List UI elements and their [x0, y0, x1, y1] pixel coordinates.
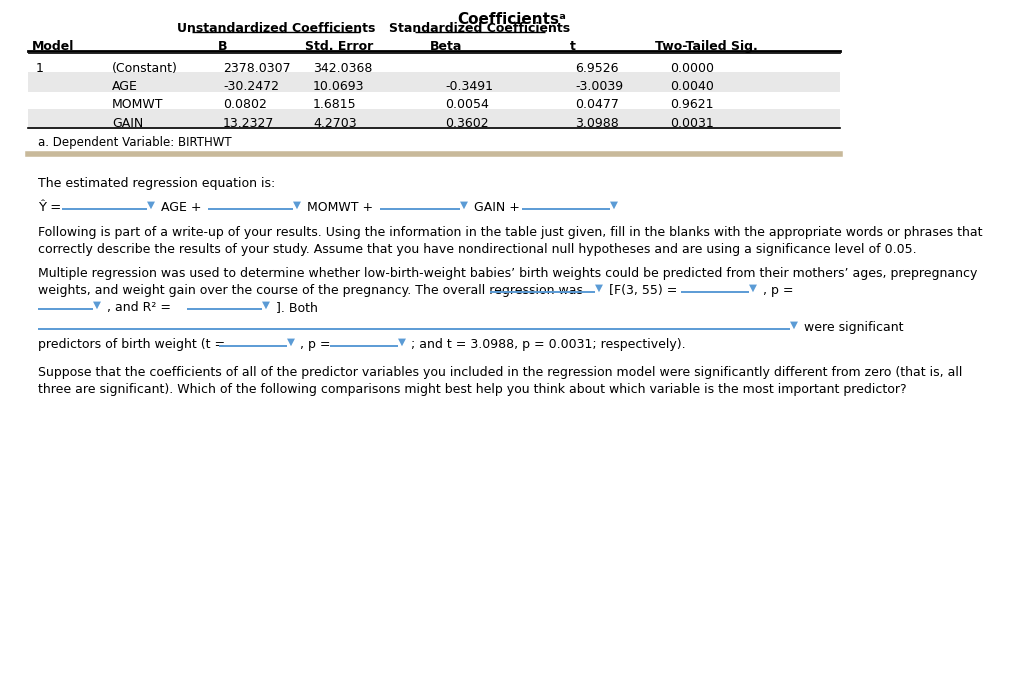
Text: Ŷ =: Ŷ =	[38, 201, 61, 214]
Text: 0.0054: 0.0054	[445, 98, 488, 111]
Text: 0.9621: 0.9621	[670, 98, 714, 111]
Text: 1: 1	[36, 62, 44, 75]
Text: Coefficientsᵃ: Coefficientsᵃ	[458, 12, 566, 27]
Text: ▼: ▼	[262, 300, 270, 310]
Text: ▼: ▼	[610, 200, 618, 210]
Text: Suppose that the coefficients of all of the predictor variables you included in : Suppose that the coefficients of all of …	[38, 366, 963, 379]
Text: three are significant). Which of the following comparisons might best help you t: three are significant). Which of the fol…	[38, 383, 906, 396]
Text: ]. Both: ]. Both	[276, 301, 317, 314]
Text: 0.0802: 0.0802	[223, 98, 267, 111]
Text: Model: Model	[32, 40, 75, 53]
Text: MOMWT: MOMWT	[112, 98, 164, 111]
Bar	[28, 109, 840, 129]
Text: predictors of birth weight (t =: predictors of birth weight (t =	[38, 338, 225, 351]
Text: 13.2327: 13.2327	[223, 117, 274, 130]
Text: 4.2703: 4.2703	[313, 117, 356, 130]
Text: GAIN: GAIN	[112, 117, 143, 130]
Text: a. Dependent Variable: BIRTHWT: a. Dependent Variable: BIRTHWT	[38, 136, 231, 149]
Text: 0.3602: 0.3602	[445, 117, 488, 130]
Text: ▼: ▼	[147, 200, 155, 210]
Text: [F(3, 55) =: [F(3, 55) =	[609, 284, 677, 297]
Text: (Constant): (Constant)	[112, 62, 178, 75]
Text: , and R² =: , and R² =	[106, 301, 171, 314]
Text: Following is part of a write-up of your results. Using the information in the ta: Following is part of a write-up of your …	[38, 226, 982, 239]
Text: MOMWT +: MOMWT +	[307, 201, 373, 214]
Text: 342.0368: 342.0368	[313, 62, 373, 75]
Bar	[28, 72, 840, 92]
Text: , p =: , p =	[763, 284, 794, 297]
Text: B: B	[218, 40, 227, 53]
Text: Std. Error: Std. Error	[305, 40, 374, 53]
Text: ▼: ▼	[460, 200, 468, 210]
Text: Multiple regression was used to determine whether low-birth-weight babies’ birth: Multiple regression was used to determin…	[38, 267, 977, 280]
Text: weights, and weight gain over the course of the pregnancy. The overall regressio: weights, and weight gain over the course…	[38, 284, 583, 297]
Text: Unstandardized Coefficients: Unstandardized Coefficients	[177, 22, 375, 35]
Text: -30.2472: -30.2472	[223, 80, 279, 93]
Text: Two-Tailed Sig.: Two-Tailed Sig.	[655, 40, 758, 53]
Text: Standardized Coefficients: Standardized Coefficients	[389, 22, 570, 35]
Text: 10.0693: 10.0693	[313, 80, 365, 93]
Text: , p =: , p =	[300, 338, 331, 351]
Text: The estimated regression equation is:: The estimated regression equation is:	[38, 177, 275, 190]
Text: t: t	[570, 40, 575, 53]
Text: ▼: ▼	[287, 337, 295, 347]
Text: 1.6815: 1.6815	[313, 98, 356, 111]
Text: ; and t = 3.0988, p = 0.0031; respectively).: ; and t = 3.0988, p = 0.0031; respective…	[411, 338, 686, 351]
Text: correctly describe the results of your study. Assume that you have nondirectiona: correctly describe the results of your s…	[38, 243, 916, 256]
Text: ▼: ▼	[595, 283, 603, 293]
Text: were significant: were significant	[804, 321, 903, 334]
Text: 0.0477: 0.0477	[575, 98, 618, 111]
Text: GAIN +: GAIN +	[474, 201, 520, 214]
Text: ▼: ▼	[293, 200, 301, 210]
Text: -3.0039: -3.0039	[575, 80, 624, 93]
Text: ▼: ▼	[398, 337, 406, 347]
Text: Beta: Beta	[430, 40, 463, 53]
Text: AGE +: AGE +	[161, 201, 202, 214]
Text: 0.0000: 0.0000	[670, 62, 714, 75]
Text: -0.3491: -0.3491	[445, 80, 493, 93]
Text: 6.9526: 6.9526	[575, 62, 618, 75]
Text: ▼: ▼	[749, 283, 757, 293]
Text: AGE: AGE	[112, 80, 138, 93]
Text: 0.0031: 0.0031	[670, 117, 714, 130]
Text: ▼: ▼	[93, 300, 101, 310]
Text: ▼: ▼	[790, 320, 798, 330]
Text: 3.0988: 3.0988	[575, 117, 618, 130]
Text: 0.0040: 0.0040	[670, 80, 714, 93]
Text: 2378.0307: 2378.0307	[223, 62, 291, 75]
